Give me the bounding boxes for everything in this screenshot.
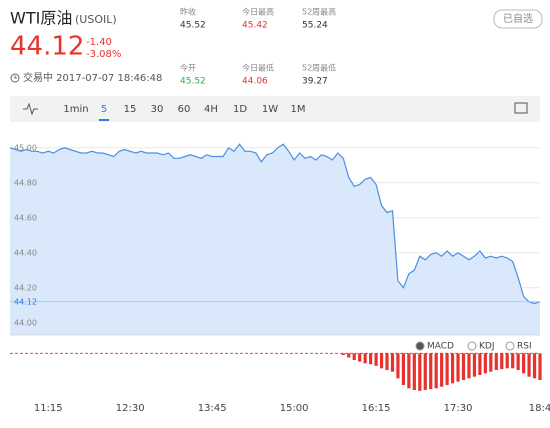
watchlist-button-label[interactable]: 已自选 (503, 12, 533, 25)
y-tick-label: 44.80 (14, 178, 37, 187)
macd-bar (418, 353, 422, 391)
price-area (10, 144, 540, 335)
macd-bar (347, 353, 351, 358)
indicator-label[interactable]: RSI (517, 342, 532, 352)
stat-value: 44.06 (242, 77, 268, 87)
stat-value: 55.24 (302, 21, 328, 31)
watchlist-button[interactable] (493, 9, 543, 29)
indicator-radio[interactable] (415, 341, 425, 351)
trade-status: 交易中 2017-07-07 18:46:48 (23, 71, 162, 84)
indicator-label[interactable]: KDJ (479, 342, 495, 352)
period-tab[interactable]: 4H (204, 104, 218, 115)
macd-bar (412, 353, 416, 390)
macd-bar (489, 353, 493, 372)
macd-bar (379, 353, 384, 369)
stat-value: 45.42 (242, 21, 268, 31)
x-tick-label: 15:00 (280, 403, 309, 414)
macd-bar (538, 353, 542, 380)
indicator-label[interactable]: MACD (427, 342, 454, 352)
instrument-code: (USOIL) (75, 13, 117, 26)
macd-bar (500, 353, 504, 370)
macd-bar (472, 353, 477, 377)
macd-bar (429, 353, 433, 390)
period-tab[interactable]: 1D (233, 104, 247, 115)
macd-bar (467, 353, 471, 379)
macd-bar (358, 353, 362, 362)
period-tab[interactable]: 30 (151, 104, 164, 115)
macd-bar (407, 353, 411, 389)
fullscreen-icon[interactable] (514, 102, 528, 114)
macd-bar (516, 353, 520, 370)
stat-label: 今日最低 (242, 63, 274, 73)
stat-value: 39.27 (302, 77, 328, 87)
period-tab[interactable]: 5 (101, 104, 107, 115)
macd-bar (434, 353, 438, 389)
y-tick-label: 44.20 (14, 283, 37, 292)
price-change-pct: -3.08% (86, 49, 121, 60)
x-tick-label: 13:45 (198, 403, 227, 414)
indicator-radio[interactable] (505, 341, 515, 351)
clock-icon (10, 73, 20, 83)
macd-bar (423, 353, 427, 390)
macd-bar (445, 353, 449, 385)
current-price-label: 44.12 (14, 297, 37, 306)
x-tick-label: 17:30 (444, 403, 473, 414)
instrument-name: WTI原油 (10, 9, 72, 28)
macd-bar (505, 353, 509, 369)
stat-value: 45.52 (180, 21, 206, 31)
macd-bar (478, 353, 482, 375)
price-change: -1.40 (86, 37, 112, 48)
macd-bar (341, 353, 345, 355)
stat-label: 52周最高 (302, 7, 336, 17)
price: 44.12 (10, 32, 84, 62)
y-tick-label: 45.00 (14, 143, 37, 152)
indicator-radio[interactable] (467, 341, 477, 351)
macd-bar (396, 353, 400, 379)
chart-style-icon[interactable] (23, 102, 38, 116)
macd-bar (494, 353, 498, 370)
macd-bar (401, 353, 406, 385)
macd-bar (390, 353, 395, 372)
macd-bar (461, 353, 466, 380)
macd-bar (374, 353, 378, 366)
y-tick-label: 44.60 (14, 213, 37, 222)
x-tick-label: 11:15 (34, 403, 63, 414)
clock-hand (14, 75, 17, 79)
macd-bar (352, 353, 356, 360)
macd-bar (369, 353, 373, 365)
x-tick-label: 18:4 (529, 403, 550, 414)
period-tab[interactable]: 1W (262, 104, 278, 115)
y-tick-label: 44.00 (14, 318, 37, 327)
period-tab[interactable]: 1min (63, 104, 88, 115)
macd-bar (483, 353, 487, 374)
macd-bar (532, 353, 537, 379)
macd-bar (385, 353, 389, 370)
macd-bar (522, 353, 526, 374)
stat-label: 今日最高 (242, 7, 274, 17)
macd-bar (363, 353, 367, 364)
macd-bar (511, 353, 515, 369)
stat-label: 今开 (180, 63, 196, 73)
x-tick-label: 16:15 (362, 403, 391, 414)
stat-value: 45.52 (180, 77, 206, 87)
macd-bar (450, 353, 455, 384)
active-tab-underline (99, 119, 109, 121)
price-line (9, 143, 541, 305)
period-tab[interactable]: 1M (291, 104, 306, 115)
period-tab[interactable]: 15 (124, 104, 137, 115)
stat-label: 52周最低 (302, 63, 336, 73)
macd-bar (527, 353, 531, 377)
x-tick-label: 12:30 (116, 403, 145, 414)
stat-label: 昨收 (180, 7, 196, 17)
tab-bar (10, 96, 540, 122)
y-tick-label: 44.40 (14, 248, 37, 257)
macd-bar (440, 353, 444, 387)
macd-bar (456, 353, 460, 382)
period-tab[interactable]: 60 (178, 104, 191, 115)
